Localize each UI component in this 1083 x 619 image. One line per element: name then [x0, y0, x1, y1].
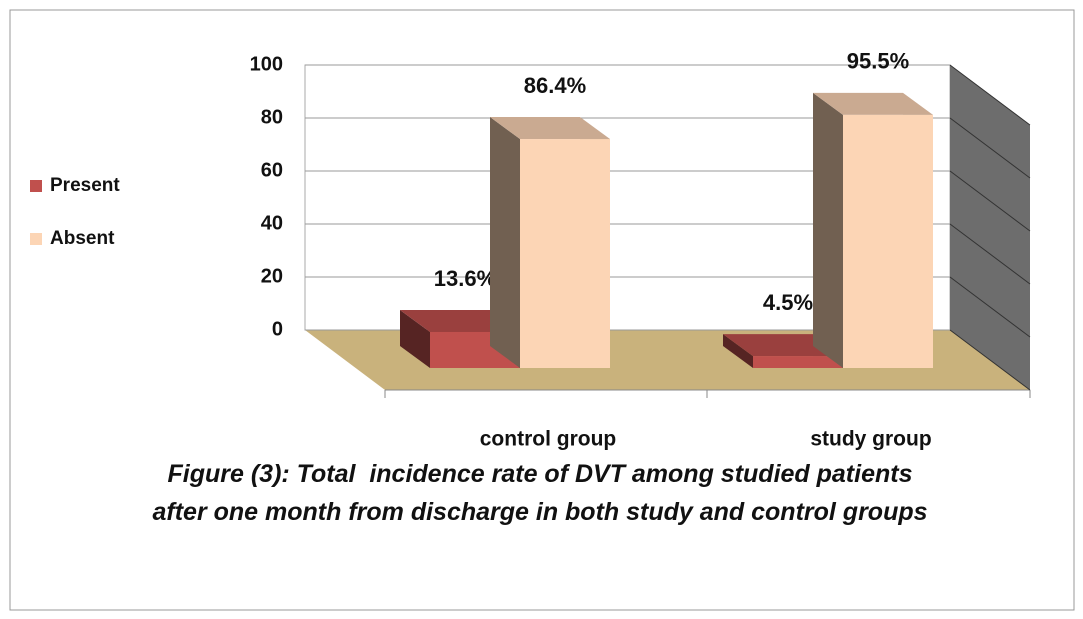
- grid-line: [949, 276, 1031, 338]
- grid-line: [949, 170, 1031, 232]
- bar-left-side: [400, 309, 430, 368]
- caption: Figure (3): Total incidence rate of DVT …: [152, 460, 928, 526]
- x-tick-label: control group: [480, 428, 616, 451]
- bar-left-side: [723, 334, 753, 368]
- legend-swatch: [30, 180, 42, 192]
- bar: [520, 139, 610, 368]
- data-label: 13.6%: [434, 266, 496, 291]
- bar: [843, 114, 933, 368]
- legend-label: Absent: [50, 228, 115, 249]
- bar-left-side: [813, 92, 843, 369]
- data-label: 95.5%: [847, 49, 909, 74]
- y-tick-label: 20: [261, 265, 283, 287]
- bar-top: [813, 92, 933, 115]
- grid-line: [949, 64, 1031, 126]
- x-tick-label: study group: [810, 428, 931, 451]
- bar: [753, 356, 843, 368]
- side-wall: [950, 65, 1030, 390]
- y-tick-label: 100: [250, 53, 283, 75]
- grid-line: [949, 223, 1031, 285]
- legend-label: Present: [50, 175, 120, 196]
- y-tick-label: 60: [261, 159, 283, 181]
- y-tick-label: 0: [272, 318, 283, 340]
- bar-top: [490, 117, 610, 140]
- data-label: 4.5%: [763, 290, 813, 315]
- y-tick-label: 80: [261, 106, 283, 128]
- grid-line: [949, 117, 1031, 179]
- data-label: 86.4%: [524, 73, 586, 98]
- grid-line: [949, 329, 1031, 391]
- bar-left-side: [490, 117, 520, 368]
- legend-swatch: [30, 233, 42, 245]
- y-tick-label: 40: [261, 212, 283, 234]
